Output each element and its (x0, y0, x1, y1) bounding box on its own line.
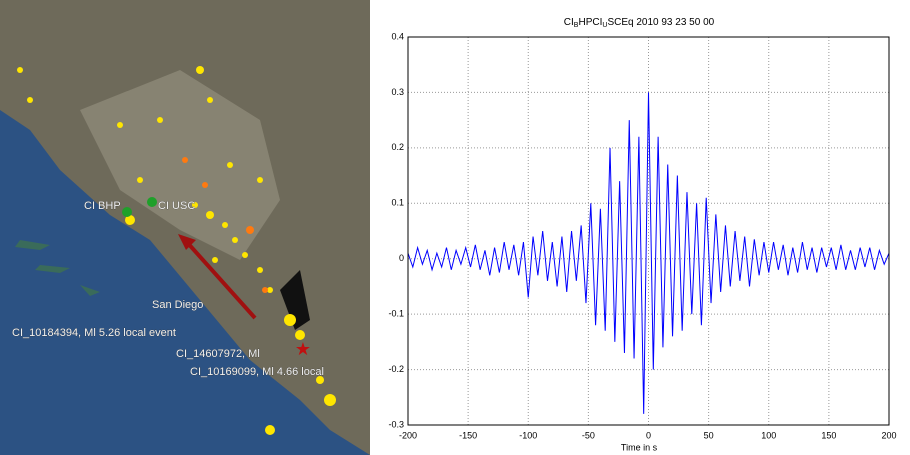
chart: CIBHPCIUSCEq 2010 93 23 50 00 Time in s … (370, 0, 910, 455)
star: ★ (295, 339, 311, 359)
map-label: San Diego (152, 299, 203, 311)
y-tick-label: 0.2 (391, 142, 404, 152)
x-tick-label: 0 (646, 430, 651, 440)
map-label: CI_10184394, Ml 5.26 local event (12, 327, 176, 339)
station (122, 207, 132, 217)
chart-title: CIBHPCIUSCEq 2010 93 23 50 00 (564, 17, 715, 30)
y-tick-label: -0.1 (388, 309, 404, 319)
y-tick-label: -0.2 (388, 364, 404, 374)
map-label: CI_10169099, Ml 4.66 local (190, 366, 324, 378)
map-label: CI USC (158, 200, 195, 212)
map-label: CI BHP (84, 200, 121, 212)
map: ★ CI BHP CI USC San Diego CI_10184394, M… (0, 0, 370, 455)
x-axis-label: Time in s (621, 442, 658, 452)
map-label: CI_14607972, Ml (176, 348, 260, 360)
y-tick-label: 0.1 (391, 198, 404, 208)
x-tick-label: -150 (459, 430, 477, 440)
screen: ★ CI BHP CI USC San Diego CI_10184394, M… (0, 0, 910, 455)
title-part: HPCI (578, 17, 602, 28)
title-part: CI (564, 17, 574, 28)
y-tick-label: 0.4 (391, 31, 404, 41)
title-part: SCEq 2010 93 23 50 00 (607, 17, 714, 28)
x-tick-label: -50 (582, 430, 595, 440)
y-tick-label: 0 (399, 253, 404, 263)
x-tick-label: -100 (519, 430, 537, 440)
x-tick-label: 50 (704, 430, 714, 440)
station (147, 197, 157, 207)
y-tick-label: 0.3 (391, 87, 404, 97)
x-tick-label: -200 (399, 430, 417, 440)
x-tick-label: 100 (761, 430, 776, 440)
x-tick-label: 200 (881, 430, 896, 440)
x-tick-label: 150 (821, 430, 836, 440)
y-tick-label: -0.3 (388, 419, 404, 429)
